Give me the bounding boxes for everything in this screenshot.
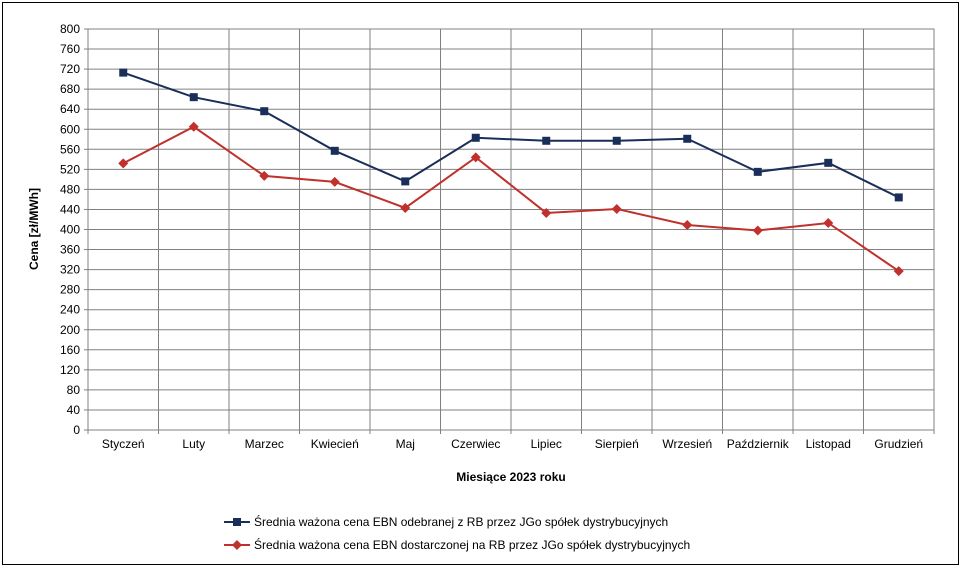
y-tick-label: 320 (60, 263, 80, 277)
data-point-marker (683, 134, 692, 143)
series-layer (118, 68, 904, 277)
x-tick-label: Lipiec (531, 437, 562, 451)
data-point-marker (188, 121, 199, 132)
y-tick-label: 240 (60, 303, 80, 317)
grid (88, 28, 934, 431)
y-axis-title: Cena [zł/MWh] (27, 188, 41, 270)
y-tick-label: 440 (60, 202, 80, 216)
y-tick-label: 200 (60, 323, 80, 337)
x-tick-label: Luty (182, 437, 205, 451)
legend: Średnia ważona cena EBN odebranej z RB p… (224, 514, 690, 552)
legend-item: Średnia ważona cena EBN odebranej z RB p… (224, 514, 668, 529)
data-point-marker (119, 68, 128, 77)
plot-border (87, 28, 935, 431)
data-point-marker (893, 266, 904, 277)
x-tick-label: Sierpień (595, 437, 639, 451)
y-tick-label: 720 (60, 62, 80, 76)
y-tick-label: 0 (73, 423, 80, 437)
x-axis-ticks: Styczeń Luty Marzec Kwiecień Maj Czerwiec Lipi… (87, 430, 935, 451)
data-point-marker (401, 177, 410, 186)
y-tick-label: 120 (60, 363, 80, 377)
data-point-marker (470, 152, 481, 163)
x-tick-label: Kwiecień (311, 437, 359, 451)
data-point-marker (330, 146, 339, 155)
data-point-marker (823, 217, 834, 228)
y-tick-label: 400 (60, 223, 80, 237)
legend-item: Średnia ważona cena EBN dostarczonej na … (224, 537, 690, 552)
x-tick-label: Maj (396, 437, 415, 451)
y-axis-ticks: 0 40 80 120 160 200 240 280 320 360 400 440 480 520 56… (60, 22, 88, 437)
legend-marker (233, 518, 241, 526)
data-point-marker (894, 193, 903, 202)
y-tick-label: 280 (60, 283, 80, 297)
y-tick-label: 800 (60, 22, 80, 36)
x-tick-label: Czerwiec (451, 437, 500, 451)
y-tick-label: 600 (60, 122, 80, 136)
data-point-marker (542, 136, 551, 145)
data-point-marker (471, 133, 480, 142)
y-tick-label: 160 (60, 343, 80, 357)
y-tick-label: 520 (60, 162, 80, 176)
series-1 (119, 68, 903, 202)
series-line (122, 125, 900, 272)
data-point-marker (541, 207, 552, 218)
data-point-marker (189, 93, 198, 102)
y-tick-label: 40 (67, 403, 81, 417)
legend-label: Średnia ważona cena EBN odebranej z RB p… (254, 514, 668, 529)
data-point-marker (752, 225, 763, 236)
y-tick-label: 360 (60, 243, 80, 257)
x-tick-label: Wrzesień (662, 437, 712, 451)
x-axis-title: Miesiące 2023 roku (456, 470, 565, 484)
series-2 (118, 121, 904, 277)
y-tick-label: 560 (60, 142, 80, 156)
legend-marker (232, 540, 242, 550)
y-tick-label: 760 (60, 42, 80, 56)
series-line (122, 71, 900, 199)
data-point-marker (400, 202, 411, 213)
legend-label: Średnia ważona cena EBN dostarczonej na … (254, 537, 690, 552)
data-point-marker (612, 136, 621, 145)
data-point-marker (259, 170, 270, 181)
x-tick-label: Styczeń (102, 437, 145, 451)
x-tick-label: Listopad (806, 437, 851, 451)
y-tick-label: 80 (67, 383, 81, 397)
data-point-marker (118, 158, 129, 169)
x-tick-label: Grudzień (874, 437, 923, 451)
data-point-marker (753, 167, 762, 176)
data-point-marker (682, 219, 693, 230)
data-point-marker (611, 203, 622, 214)
y-tick-label: 680 (60, 82, 80, 96)
y-tick-label: 640 (60, 102, 80, 116)
data-point-marker (260, 107, 269, 116)
data-point-marker (824, 158, 833, 167)
x-tick-label: Październik (727, 437, 790, 451)
y-tick-label: 480 (60, 182, 80, 196)
x-tick-label: Marzec (245, 437, 284, 451)
data-point-marker (329, 176, 340, 187)
